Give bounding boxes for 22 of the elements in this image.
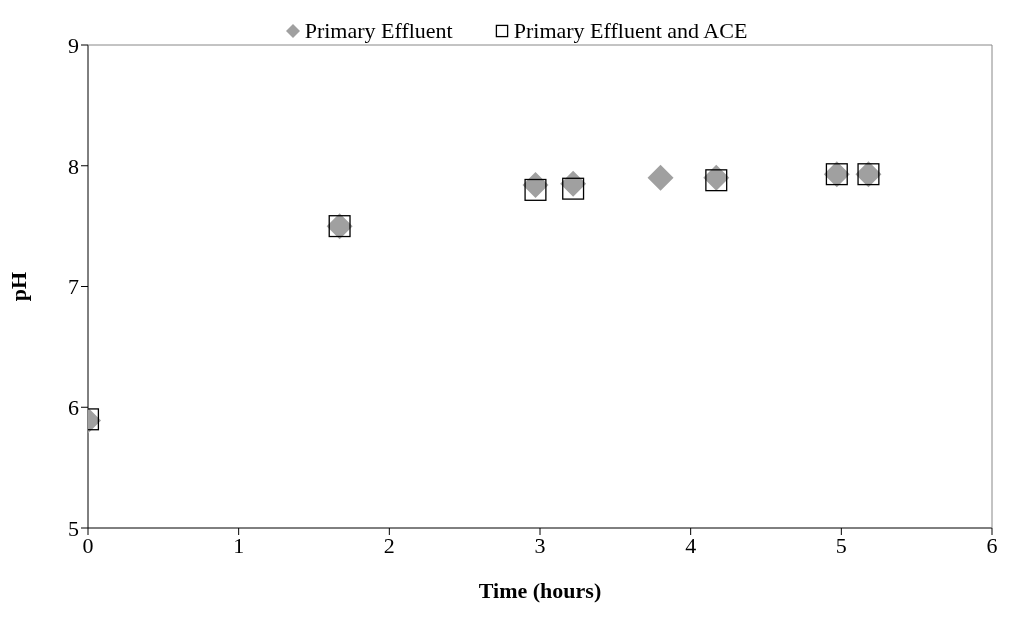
x-axis-title: Time (hours)	[478, 578, 602, 603]
x-tick-label: 6	[986, 532, 998, 558]
point	[703, 164, 730, 191]
point	[524, 178, 547, 201]
y-tick-label: 6	[68, 395, 79, 421]
point	[705, 169, 728, 192]
x-tick-label: 1	[233, 532, 245, 558]
x-tick-label: 3	[534, 532, 546, 558]
legend-label: Primary Effluent	[304, 18, 453, 44]
point	[560, 170, 587, 197]
y-tick-label: 7	[68, 274, 79, 300]
legend-label: Primary Effluent and ACE	[513, 18, 748, 44]
y-tick-label: 5	[68, 515, 79, 541]
x-tick-label: 5	[835, 532, 847, 558]
point	[562, 177, 585, 200]
y-tick-label: 9	[68, 32, 79, 58]
y-tick-label: 8	[68, 153, 79, 179]
x-tick-label: 2	[383, 532, 395, 558]
point	[647, 164, 674, 191]
x-tick-label: 0	[82, 532, 94, 558]
x-tick-label: 4	[685, 532, 697, 558]
y-axis-title: pH	[5, 271, 31, 302]
